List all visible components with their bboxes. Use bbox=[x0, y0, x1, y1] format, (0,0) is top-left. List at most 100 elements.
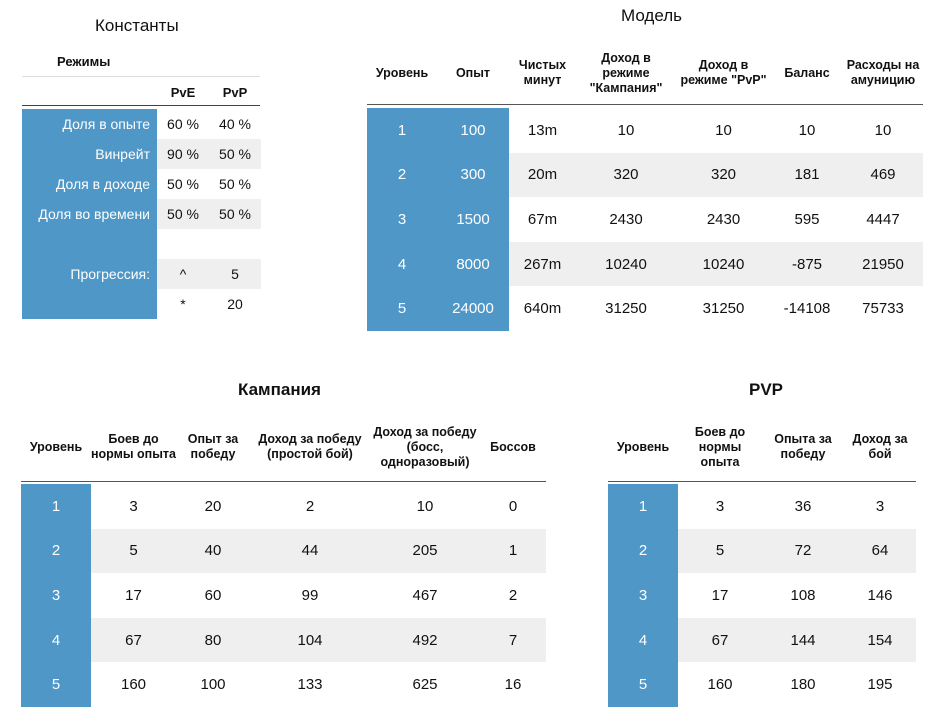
model-level-cell: 1 bbox=[397, 121, 407, 139]
campaign-column-header: Уровень bbox=[29, 439, 83, 454]
pvp-header-divider bbox=[608, 481, 916, 482]
model-value-cell: 20m bbox=[527, 166, 558, 184]
model-level-cell: 2 bbox=[397, 166, 407, 184]
pvp-value-cell: 3 bbox=[715, 497, 725, 515]
constants-title: Константы bbox=[95, 16, 179, 35]
model-value-cell: 1500 bbox=[456, 210, 490, 228]
model-value-cell: 31250 bbox=[702, 300, 745, 318]
pvp-value-cell: 154 bbox=[867, 631, 893, 649]
model-index-column bbox=[367, 108, 509, 331]
campaign-value-cell: 99 bbox=[301, 586, 319, 604]
constant-pvp-value: 40 % bbox=[219, 116, 251, 132]
pvp-value-cell: 17 bbox=[711, 586, 729, 604]
model-column-header: Чистых минут bbox=[518, 58, 567, 87]
campaign-value-cell: 7 bbox=[508, 631, 518, 649]
model-value-cell: 469 bbox=[870, 166, 896, 184]
pvp-column-header: Доход за бой bbox=[852, 432, 908, 461]
pvp-value-cell: 36 bbox=[794, 497, 812, 515]
pvp-value-cell: 144 bbox=[790, 631, 816, 649]
campaign-value-cell: 10 bbox=[416, 497, 434, 515]
campaign-level-cell: 1 bbox=[51, 497, 61, 515]
model-value-cell: 2430 bbox=[609, 210, 643, 228]
model-column-header: Доход в режиме "Кампания" bbox=[589, 50, 663, 95]
pvp-value-cell: 160 bbox=[707, 676, 733, 694]
model-value-cell: 640m bbox=[523, 300, 562, 318]
constant-pvp-value: 50 % bbox=[219, 146, 251, 162]
progression-value-1: 5 bbox=[231, 266, 239, 282]
campaign-value-cell: 2 bbox=[508, 586, 518, 604]
model-value-cell: 24000 bbox=[452, 300, 494, 318]
pvp-value-cell: 67 bbox=[711, 631, 729, 649]
constant-pvp-value: 50 % bbox=[219, 206, 251, 222]
pvp-value-cell: 146 bbox=[867, 586, 893, 604]
constant-label: Винрейт bbox=[95, 146, 150, 162]
campaign-column-header: Боссов bbox=[490, 439, 536, 454]
constant-pve-value: 50 % bbox=[167, 206, 199, 222]
model-value-cell: -875 bbox=[791, 255, 823, 273]
model-column-header: Баланс bbox=[784, 65, 830, 80]
campaign-value-cell: 16 bbox=[504, 676, 522, 694]
progression-op-1: ^ bbox=[179, 266, 187, 282]
model-level-cell: 4 bbox=[397, 255, 407, 273]
campaign-value-cell: 67 bbox=[125, 631, 142, 649]
model-column-header: Расходы на амуницию bbox=[846, 58, 920, 87]
campaign-value-cell: 104 bbox=[297, 631, 323, 649]
campaign-value-cell: 5 bbox=[129, 542, 138, 560]
campaign-level-cell: 2 bbox=[51, 542, 61, 560]
model-value-cell: 4447 bbox=[866, 210, 900, 228]
campaign-value-cell: 1 bbox=[508, 542, 518, 560]
model-row-shade bbox=[437, 241, 923, 287]
campaign-value-cell: 0 bbox=[508, 497, 518, 515]
campaign-column-header: Опыт за победу bbox=[187, 432, 239, 461]
campaign-value-cell: 492 bbox=[412, 631, 438, 649]
constants-row-shade-4 bbox=[157, 199, 261, 229]
model-level-cell: 3 bbox=[397, 210, 407, 228]
model-value-cell: 320 bbox=[710, 166, 737, 184]
constant-pve-value: 90 % bbox=[167, 146, 199, 162]
model-value-cell: 75733 bbox=[862, 300, 904, 318]
constant-pve-value: 60 % bbox=[167, 116, 199, 132]
campaign-value-cell: 17 bbox=[125, 586, 142, 604]
model-value-cell: 2430 bbox=[706, 210, 741, 228]
constant-label: Доля во времени bbox=[38, 206, 150, 222]
constant-pve-value: 50 % bbox=[167, 176, 199, 192]
model-value-cell: 10 bbox=[715, 121, 732, 139]
campaign-level-cell: 4 bbox=[51, 631, 61, 649]
model-column-header: Опыт bbox=[455, 65, 491, 80]
model-row-shade bbox=[437, 152, 923, 198]
constants-label-column bbox=[22, 109, 157, 319]
pvp-level-cell: 5 bbox=[638, 676, 648, 694]
model-value-cell: 10240 bbox=[605, 255, 647, 273]
model-value-cell: 13m bbox=[527, 121, 558, 139]
model-value-cell: 21950 bbox=[862, 255, 904, 273]
model-value-cell: 300 bbox=[460, 166, 486, 184]
modes-subtitle: Режимы bbox=[57, 54, 111, 69]
campaign-value-cell: 60 bbox=[204, 586, 222, 604]
pvp-value-cell: 180 bbox=[790, 676, 816, 694]
pvp-title: PVP bbox=[749, 380, 784, 399]
campaign-value-cell: 44 bbox=[301, 542, 319, 560]
campaign-value-cell: 100 bbox=[200, 676, 226, 694]
campaign-value-cell: 2 bbox=[305, 497, 315, 515]
campaign-column-header: Доход за победу (босс, одноразовый) bbox=[373, 424, 477, 469]
campaign-header-divider bbox=[21, 481, 546, 482]
model-value-cell: 595 bbox=[794, 210, 820, 228]
campaign-value-cell: 20 bbox=[204, 497, 222, 515]
campaign-column-header: Боев до нормы опыта bbox=[91, 432, 176, 461]
model-value-cell: 100 bbox=[460, 121, 486, 139]
model-value-cell: 8000 bbox=[456, 255, 490, 273]
constant-pvp-value: 50 % bbox=[219, 176, 251, 192]
pvp-level-cell: 2 bbox=[638, 542, 648, 560]
constants-row-shade-2 bbox=[157, 139, 261, 169]
progression-value-2: 20 bbox=[227, 296, 243, 312]
pvp-index-column bbox=[608, 484, 678, 707]
campaign-title: Кампания bbox=[238, 380, 321, 399]
progression-op-2: * bbox=[180, 296, 186, 312]
pvp-value-cell: 3 bbox=[875, 497, 885, 515]
pvp-value-cell: 72 bbox=[794, 542, 812, 560]
campaign-column-header: Доход за победу (простой бой) bbox=[258, 432, 362, 461]
modes-header-divider bbox=[22, 105, 260, 106]
progression-label: Прогрессия: bbox=[70, 266, 150, 282]
campaign-row-shade bbox=[91, 617, 546, 663]
campaign-value-cell: 40 bbox=[204, 542, 222, 560]
